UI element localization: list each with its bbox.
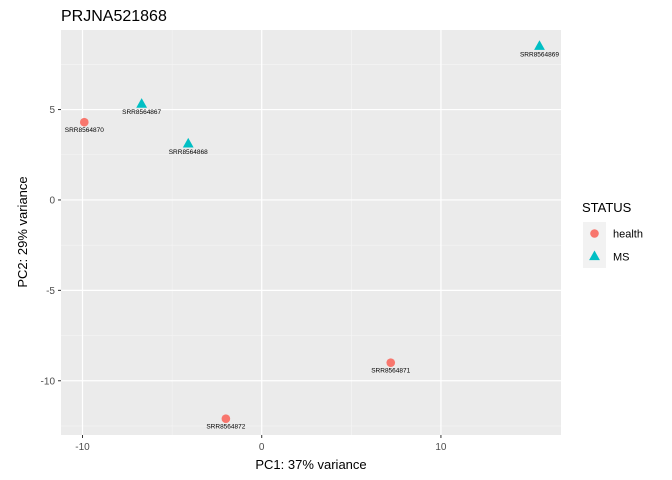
plot-panel: [61, 30, 561, 435]
point-label: SRR8564871: [371, 368, 410, 375]
x-tick-label: -10: [75, 442, 90, 453]
data-point-health: [221, 414, 231, 424]
x-axis-title: PC1: 37% variance: [255, 457, 366, 472]
y-tick-label: 5: [49, 105, 55, 116]
y-axis: -10 -5 0 5: [41, 105, 61, 387]
point-label: SRR8564867: [122, 109, 161, 116]
x-tick-label: 0: [259, 442, 265, 453]
data-point-health: [386, 358, 396, 367]
point-label: SRR8564872: [206, 424, 245, 431]
data-point-ms: [534, 40, 545, 50]
x-axis: -10 0 10: [75, 435, 447, 453]
data-point-health: [79, 117, 89, 127]
data-point-ms: [182, 137, 194, 148]
legend-title: STATUS: [582, 200, 632, 215]
x-tick-label: 10: [435, 442, 447, 453]
data-points: SRR8564870 SRR8564871 SRR8564872 SRR8564867…: [65, 40, 559, 431]
chart-title: PRJNA521868: [61, 8, 167, 25]
y-tick-label: -10: [41, 376, 56, 387]
y-tick-label: -5: [46, 286, 55, 297]
point-label: SRR8564868: [169, 149, 208, 156]
y-tick-label: 0: [49, 195, 55, 206]
data-point-ms: [136, 98, 148, 108]
y-axis-title: PC2: 29% variance: [15, 176, 30, 287]
legend-symbol-health: [590, 229, 599, 238]
point-label: SRR8564870: [65, 127, 104, 134]
point-label: SRR8564869: [520, 51, 559, 58]
legend-label-ms: MS: [613, 252, 630, 264]
legend: STATUS health MS: [582, 200, 643, 268]
legend-label-health: health: [613, 229, 643, 241]
grid-lines: [61, 30, 561, 435]
legend-symbol-ms: [589, 250, 600, 261]
